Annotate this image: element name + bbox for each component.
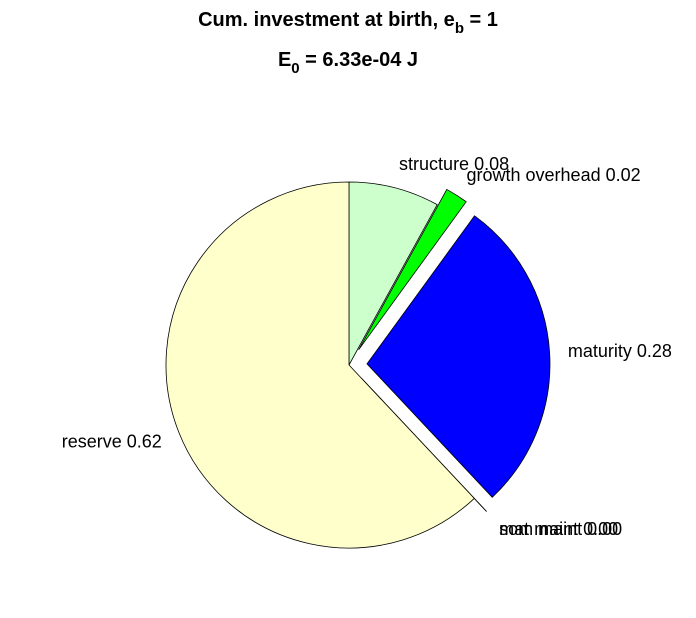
slice-value: 0.00 — [583, 519, 618, 539]
slice-label: reserve 0.62 — [62, 431, 162, 451]
subtitle-subscript: 0 — [291, 60, 299, 77]
slice-name: growth overhead — [467, 165, 601, 185]
chart-subtitle: E0 = 6.33e-04 J — [278, 49, 418, 77]
pie-slice — [366, 215, 551, 498]
pie-slice — [358, 188, 467, 351]
pie-slice — [348, 181, 438, 366]
chart-title: Cum. investment at birth, eb = 1 — [198, 9, 498, 37]
slice-value: 0.62 — [127, 431, 162, 451]
slice-label: maturity 0.28 — [568, 341, 672, 361]
title-text: = 1 — [464, 9, 498, 31]
slice-label: mat maint 0.00 — [499, 519, 618, 539]
title-subscript: b — [455, 20, 464, 37]
slice-label: som maint 0.00 — [499, 519, 622, 539]
slice-value: 0.02 — [606, 165, 641, 185]
subtitle-text: E — [278, 49, 291, 71]
title-text: Cum. investment at birth, e — [198, 9, 455, 31]
slice-name: som maint — [499, 519, 582, 539]
slice-name: maturity — [568, 341, 632, 361]
subtitle-text: = 6.33e-04 J — [300, 49, 418, 71]
slice-value: 0.08 — [474, 154, 509, 174]
slice-name: mat maint — [499, 519, 578, 539]
slice-name: reserve — [62, 431, 122, 451]
slice-label: structure 0.08 — [399, 154, 509, 174]
pie-slice — [165, 181, 475, 549]
slice-label: growth overhead 0.02 — [467, 165, 641, 185]
slice-name: structure — [399, 154, 469, 174]
slice-value: 0.00 — [587, 519, 622, 539]
slice-value: 0.28 — [637, 341, 672, 361]
